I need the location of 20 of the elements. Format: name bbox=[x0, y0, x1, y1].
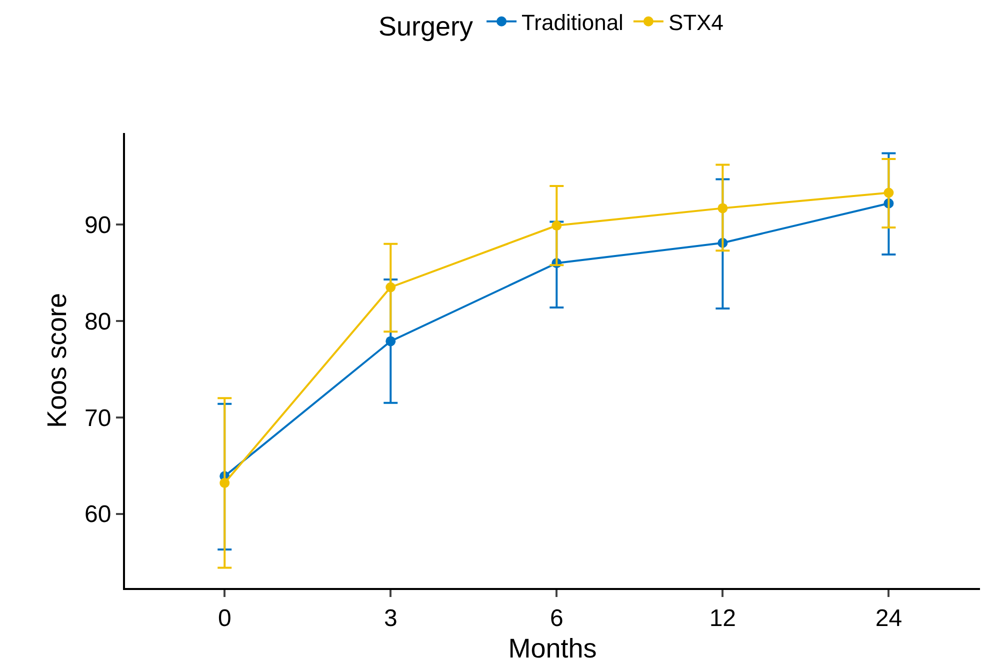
y-tick-label: 80 bbox=[84, 308, 112, 336]
point bbox=[552, 220, 562, 231]
legend-label: Traditional bbox=[522, 10, 624, 35]
y-tick-label: 60 bbox=[84, 501, 112, 528]
point bbox=[386, 336, 396, 346]
y-axis-title: Koos score bbox=[42, 292, 72, 428]
point bbox=[884, 188, 894, 198]
point bbox=[220, 478, 230, 488]
x-tick-label: 0 bbox=[218, 604, 232, 632]
y-tick-label: 70 bbox=[84, 404, 112, 432]
x-tick-label: 6 bbox=[550, 604, 564, 632]
x-tick-label: 3 bbox=[384, 604, 398, 632]
point bbox=[386, 282, 396, 292]
legend-title: Surgery bbox=[378, 12, 474, 42]
x-axis-title: Months bbox=[508, 634, 597, 664]
point bbox=[718, 203, 728, 214]
legend-label: STX4 bbox=[668, 10, 724, 35]
y-tick-label: 90 bbox=[84, 212, 112, 239]
x-tick-label: 12 bbox=[709, 604, 736, 632]
x-tick-label: 24 bbox=[875, 604, 902, 632]
